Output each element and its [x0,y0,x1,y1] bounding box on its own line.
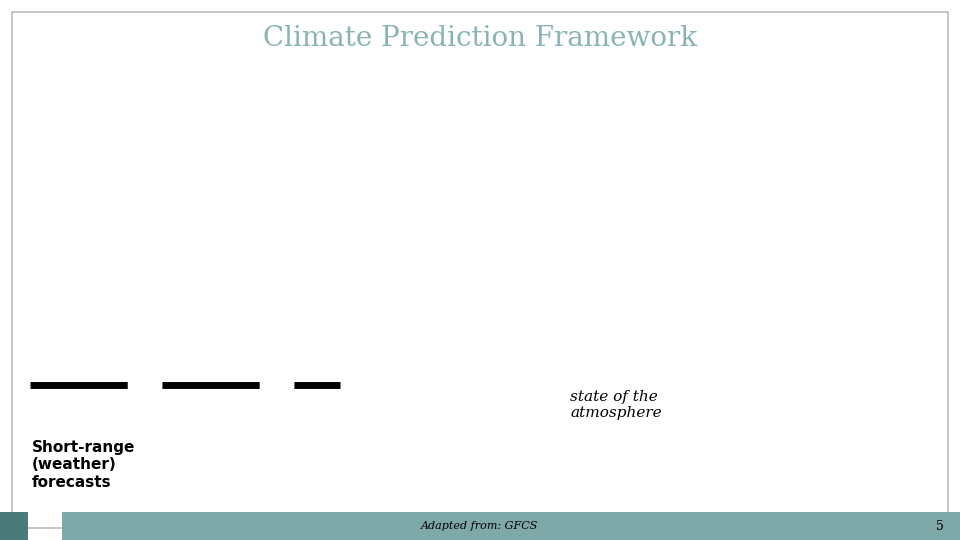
Text: Climate Prediction Framework: Climate Prediction Framework [263,24,697,51]
Text: state of the
atmosphere: state of the atmosphere [570,390,661,420]
Text: Adapted from: GFCS: Adapted from: GFCS [421,521,539,531]
Bar [0,512,28,540]
Text: 5: 5 [936,519,944,532]
Text: Short-range
(weather)
forecasts: Short-range (weather) forecasts [32,440,135,490]
Bar [62,512,960,540]
